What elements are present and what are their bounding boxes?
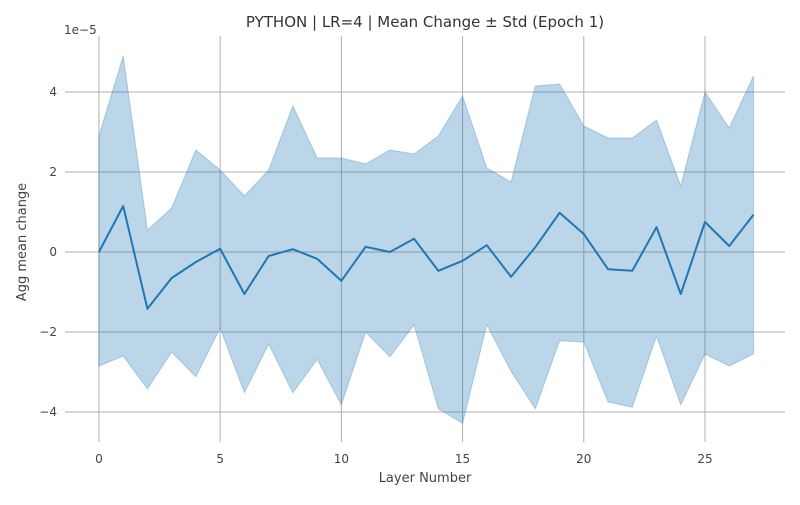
x-tick-labels: 0 5 10 15 20 25 (95, 452, 713, 466)
mean-line (98, 205, 755, 310)
y-tick-labels: −4 −2 0 2 4 (39, 85, 57, 419)
y-axis-label: Agg mean change (15, 183, 30, 301)
y-axis-offset-text: 1e−5 (64, 23, 97, 37)
x-tick-label: 20 (576, 452, 591, 466)
x-gridlines (98, 36, 706, 442)
x-tick-label: 5 (216, 452, 224, 466)
x-tick-label: 0 (95, 452, 103, 466)
x-tick-label: 15 (455, 452, 470, 466)
chart-title: PYTHON | LR=4 | Mean Change ± Std (Epoch… (246, 13, 604, 31)
y-tick-label: 2 (49, 165, 57, 179)
y-tick-label: −2 (39, 325, 57, 339)
y-tick-label: −4 (39, 405, 57, 419)
x-tick-label: 10 (334, 452, 349, 466)
x-axis-label: Layer Number (379, 471, 472, 486)
x-tick-label: 25 (697, 452, 712, 466)
std-band (98, 55, 754, 424)
y-tick-label: 0 (49, 245, 57, 259)
y-tick-label: 4 (49, 85, 57, 99)
